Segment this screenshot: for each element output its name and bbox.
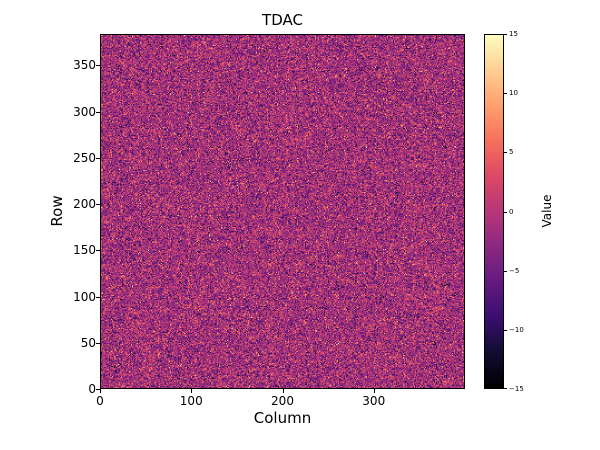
colorbar-tick-mark (504, 329, 507, 331)
y-tick-label: 250 (73, 150, 96, 165)
y-tick-label: 300 (73, 104, 96, 119)
colorbar-tick-label: 10 (509, 89, 518, 98)
x-tick-mark (373, 389, 375, 393)
x-tick-mark (191, 389, 193, 393)
y-tick-mark (96, 65, 100, 67)
colorbar-tick-mark (504, 152, 507, 154)
heatmap-plot (100, 34, 465, 389)
x-tick-label: 100 (179, 394, 203, 408)
colorbar-tick-label: 15 (509, 30, 518, 38)
x-tick-label: 0 (96, 394, 104, 408)
x-tick-mark (282, 389, 284, 393)
colorbar-tick-mark (504, 34, 507, 35)
colorbar-tick-mark (504, 270, 507, 272)
colorbar-tick-mark (504, 388, 507, 389)
y-tick-label: 150 (73, 243, 96, 258)
colorbar-tick-label: 0 (509, 207, 514, 216)
y-tick-mark (96, 389, 100, 390)
y-tick-label: 200 (73, 197, 96, 212)
colorbar-tick-label: −15 (509, 385, 524, 393)
y-tick-label: 50 (80, 335, 96, 350)
heatmap-canvas (101, 35, 464, 388)
colorbar-label: Value (540, 194, 554, 228)
y-tick-mark (96, 157, 100, 159)
x-axis-label: Column (253, 409, 312, 427)
y-tick-label: 0 (88, 382, 96, 396)
y-tick-label: 350 (73, 58, 96, 73)
x-tick-label: 300 (362, 394, 386, 408)
y-tick-label: 100 (73, 289, 96, 304)
y-tick-mark (96, 204, 100, 206)
y-tick-mark (96, 111, 100, 113)
colorbar-tick-mark (504, 93, 507, 95)
y-tick-mark (96, 296, 100, 298)
colorbar (484, 34, 504, 389)
chart-title: TDAC (262, 11, 303, 29)
x-tick-label: 200 (271, 394, 294, 408)
colorbar-tick-label: −5 (509, 266, 520, 275)
x-tick-mark (100, 389, 101, 393)
y-tick-mark (96, 342, 100, 344)
colorbar-tick-label: 5 (509, 148, 514, 157)
colorbar-tick-label: −10 (509, 325, 524, 334)
colorbar-gradient (485, 35, 503, 388)
colorbar-tick-mark (504, 211, 507, 213)
y-tick-mark (96, 250, 100, 252)
